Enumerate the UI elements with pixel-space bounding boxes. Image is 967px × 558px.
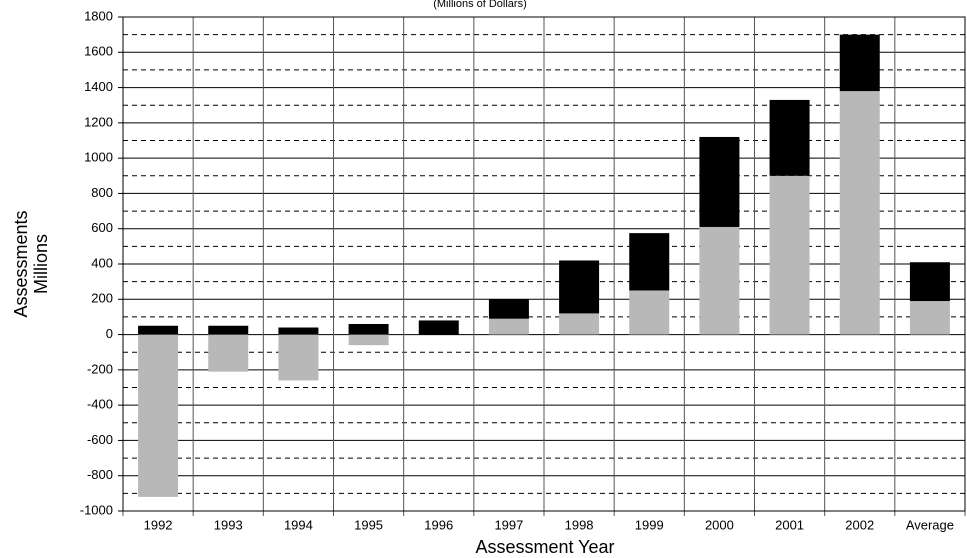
x-tick-label: 1996 xyxy=(424,517,453,532)
bar-segment xyxy=(348,334,389,346)
bar-segment xyxy=(699,136,740,227)
y-tick-label: 1800 xyxy=(84,8,113,23)
x-axis-title: Assessment Year xyxy=(475,537,614,557)
x-tick-label: 1995 xyxy=(354,517,383,532)
x-tick-label: 2002 xyxy=(845,517,874,532)
bar-segment xyxy=(488,299,529,319)
y-tick-label: 200 xyxy=(91,291,113,306)
y-tick-label: 400 xyxy=(91,255,113,270)
bar-segment xyxy=(839,34,880,92)
x-tick-label: 1992 xyxy=(144,517,173,532)
x-tick-label: 1994 xyxy=(284,517,313,532)
x-tick-label: 1998 xyxy=(565,517,594,532)
plot-frame xyxy=(122,16,966,512)
bar-segment xyxy=(629,290,670,335)
y-tick-label: -200 xyxy=(87,361,113,376)
bar-segment xyxy=(208,325,249,335)
x-tick-label: 1993 xyxy=(214,517,243,532)
bar-segment xyxy=(699,226,740,335)
bar-segment xyxy=(909,262,950,302)
y-tick-label: -1000 xyxy=(80,502,113,517)
bar-segment xyxy=(839,91,880,335)
bar-segment xyxy=(278,334,319,381)
bar-segment xyxy=(629,233,670,291)
x-tick-label: 2001 xyxy=(775,517,804,532)
y-axis-title: Millions xyxy=(31,234,51,294)
chart-subtitle: (Millions of Dollars) xyxy=(433,0,527,10)
x-tick-label: Average xyxy=(906,517,954,532)
y-axis-title: Assessments xyxy=(11,210,31,317)
y-tick-label: -800 xyxy=(87,467,113,482)
bar-segment xyxy=(418,320,459,335)
x-tick-label: 1997 xyxy=(494,517,523,532)
bar-segment xyxy=(278,327,319,335)
y-tick-label: 1200 xyxy=(84,114,113,129)
y-tick-label: 800 xyxy=(91,185,113,200)
bar-segment xyxy=(559,313,600,335)
y-tick-label: 1000 xyxy=(84,150,113,165)
y-tick-label: -400 xyxy=(87,397,113,412)
bar-segment xyxy=(769,99,810,176)
bar-segment xyxy=(138,325,179,335)
y-tick-label: 1600 xyxy=(84,44,113,59)
bar-segment xyxy=(909,301,950,335)
x-tick-label: 2000 xyxy=(705,517,734,532)
y-tick-label: 600 xyxy=(91,220,113,235)
bar-segment xyxy=(348,323,389,335)
y-tick-label: 0 xyxy=(106,326,113,341)
y-tick-label: 1400 xyxy=(84,79,113,94)
bar-segment xyxy=(769,175,810,335)
bar-segment xyxy=(138,334,179,497)
y-tick-label: -600 xyxy=(87,432,113,447)
bar-segment xyxy=(559,260,600,314)
bar-segment xyxy=(208,334,249,372)
bar-segment xyxy=(488,318,529,335)
x-tick-label: 1999 xyxy=(635,517,664,532)
